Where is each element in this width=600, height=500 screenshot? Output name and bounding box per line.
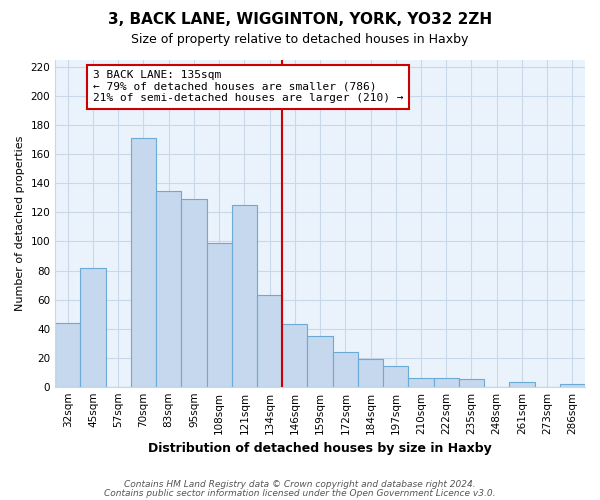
Y-axis label: Number of detached properties: Number of detached properties — [15, 136, 25, 311]
Bar — [232, 205, 257, 386]
Bar — [307, 336, 332, 386]
Bar — [409, 378, 434, 386]
Bar — [383, 366, 409, 386]
Bar — [206, 243, 232, 386]
Bar — [156, 190, 181, 386]
Bar — [560, 384, 585, 386]
Text: Size of property relative to detached houses in Haxby: Size of property relative to detached ho… — [131, 32, 469, 46]
Bar — [131, 138, 156, 386]
Bar — [181, 200, 206, 386]
Text: 3, BACK LANE, WIGGINTON, YORK, YO32 2ZH: 3, BACK LANE, WIGGINTON, YORK, YO32 2ZH — [108, 12, 492, 28]
Bar — [80, 268, 106, 386]
Bar — [55, 323, 80, 386]
Bar — [509, 382, 535, 386]
Bar — [434, 378, 459, 386]
Text: 3 BACK LANE: 135sqm
← 79% of detached houses are smaller (786)
21% of semi-detac: 3 BACK LANE: 135sqm ← 79% of detached ho… — [93, 70, 404, 103]
Bar — [257, 295, 282, 386]
Text: Contains public sector information licensed under the Open Government Licence v3: Contains public sector information licen… — [104, 489, 496, 498]
Bar — [459, 380, 484, 386]
Bar — [358, 359, 383, 386]
Bar — [332, 352, 358, 386]
X-axis label: Distribution of detached houses by size in Haxby: Distribution of detached houses by size … — [148, 442, 492, 455]
Text: Contains HM Land Registry data © Crown copyright and database right 2024.: Contains HM Land Registry data © Crown c… — [124, 480, 476, 489]
Bar — [282, 324, 307, 386]
